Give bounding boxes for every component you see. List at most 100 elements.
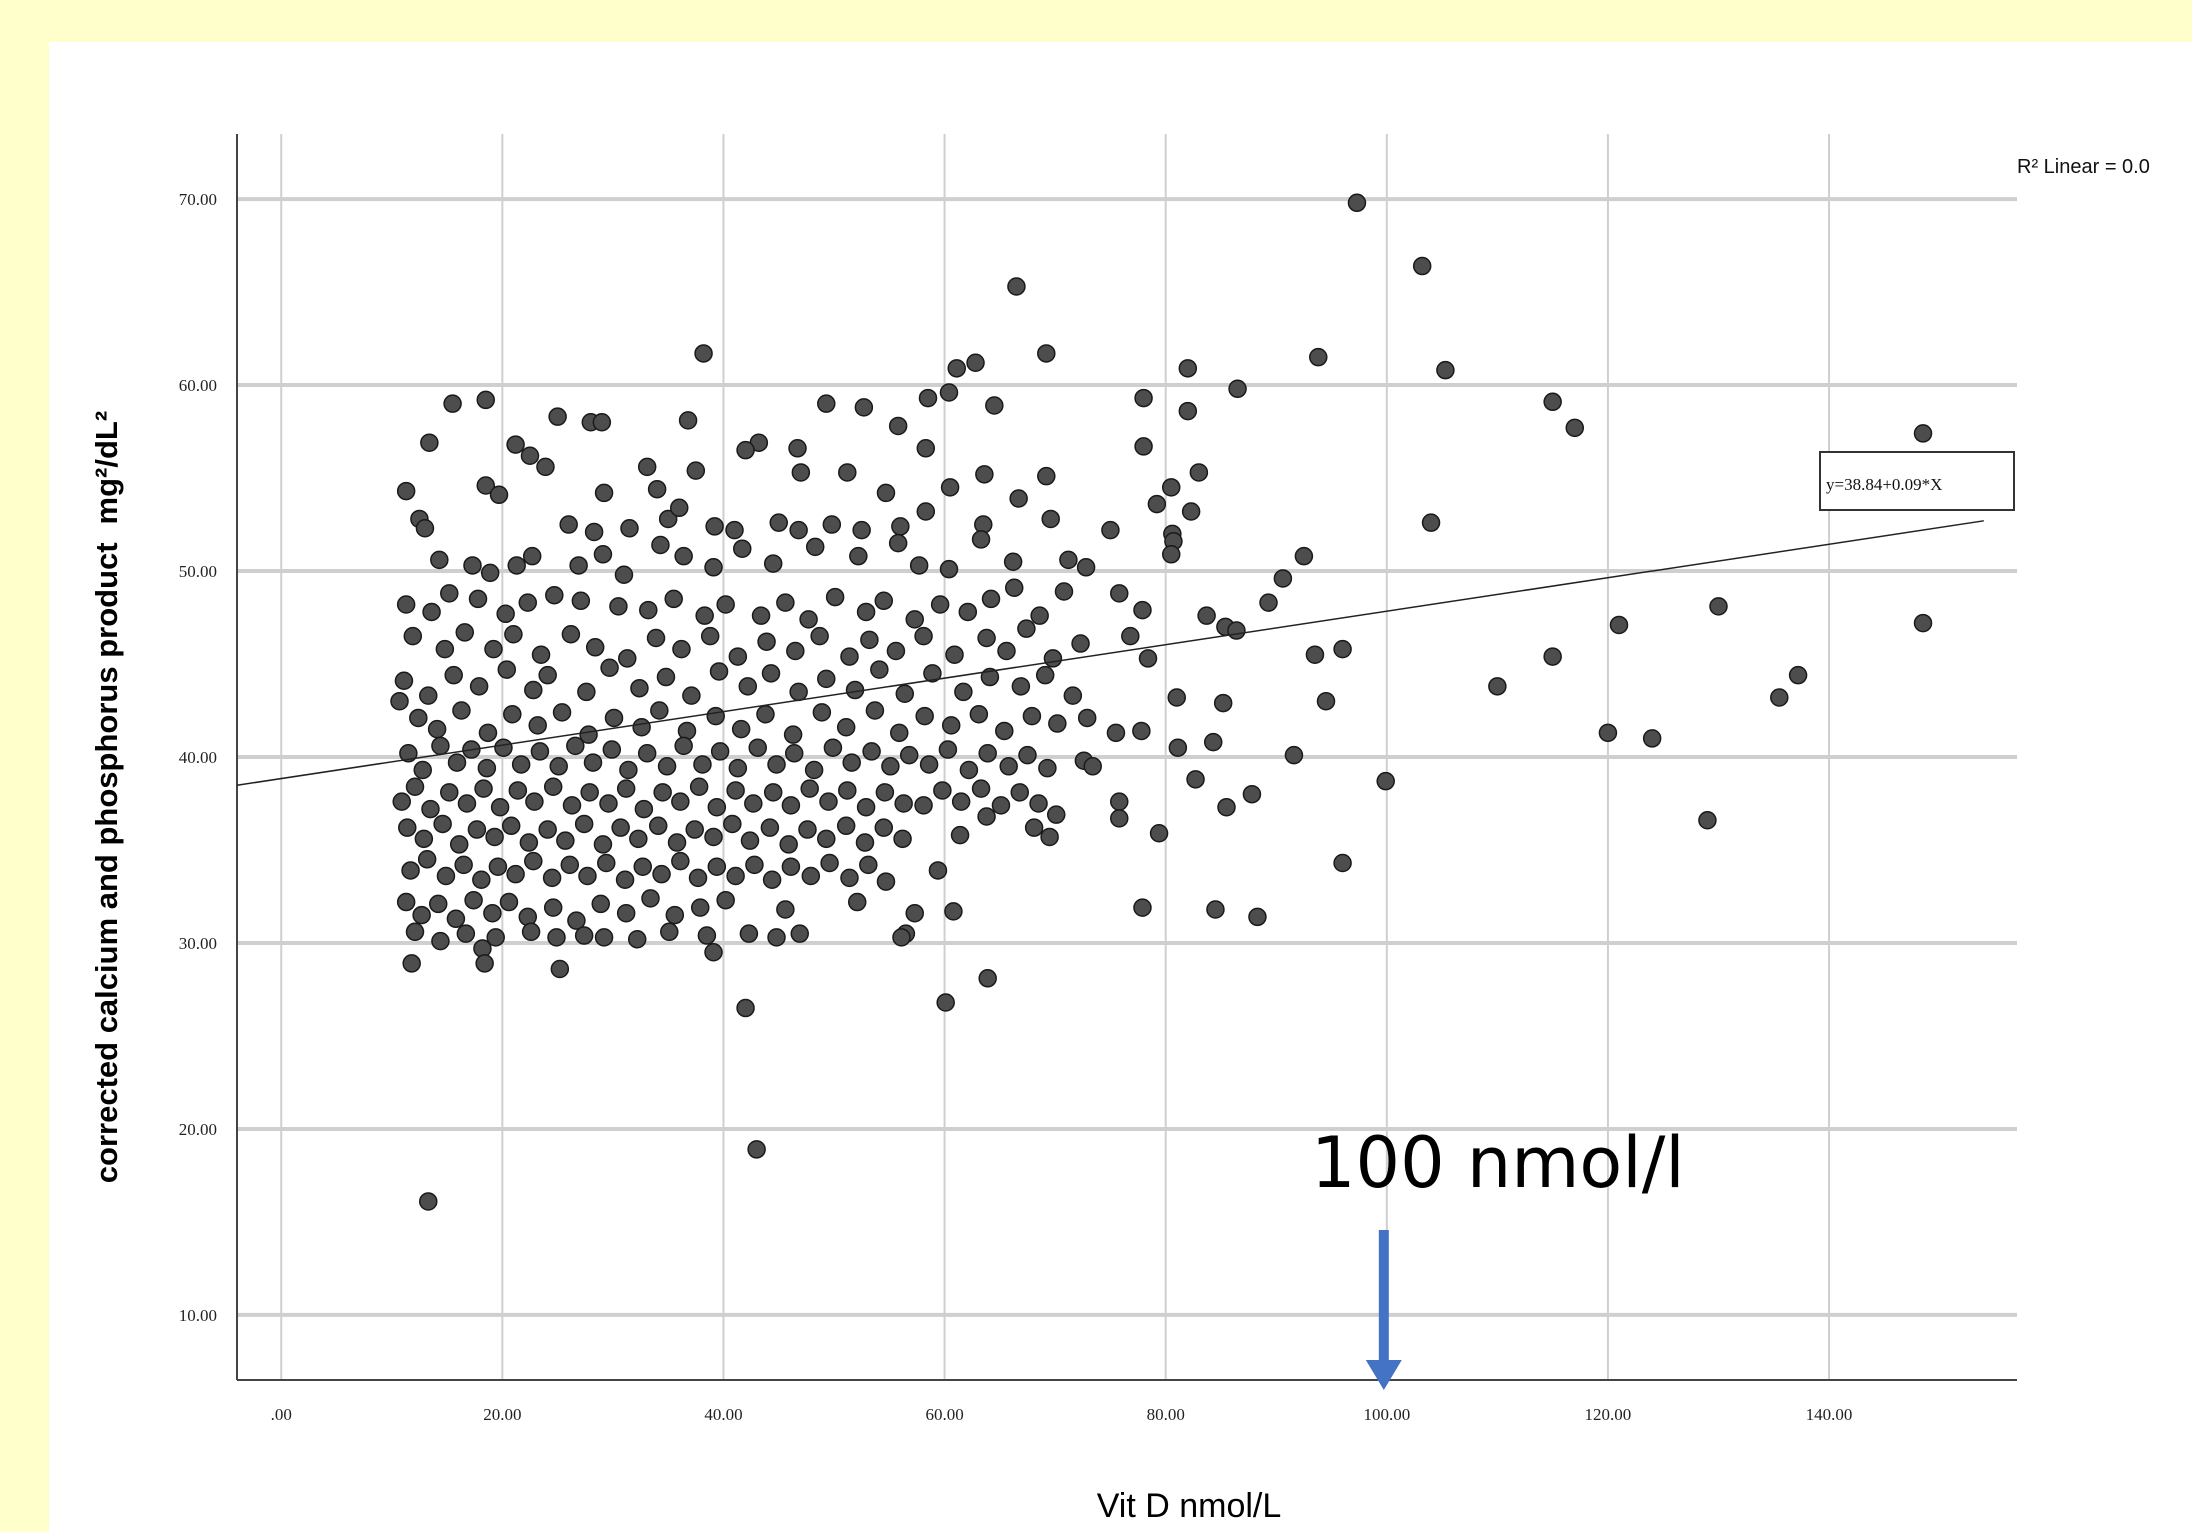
data-point	[474, 779, 493, 798]
data-point	[1004, 578, 1024, 598]
y-tick-label: 30.00	[179, 934, 217, 953]
data-point	[788, 439, 807, 458]
data-point	[419, 686, 438, 705]
data-point	[999, 757, 1018, 776]
data-point	[991, 796, 1011, 815]
x-axis-title: Vit D nmol/L	[1097, 1487, 1282, 1525]
data-point	[971, 530, 991, 549]
data-point	[630, 678, 649, 698]
data-point	[559, 515, 578, 534]
data-point	[733, 539, 752, 558]
data-point	[789, 520, 808, 540]
x-tick-labels: .00 20.00 40.00 60.00 80.00 100.00 120.00 140.0…	[271, 1405, 1853, 1424]
data-point	[1035, 665, 1055, 685]
data-point	[1333, 853, 1352, 873]
data-point	[1161, 478, 1181, 497]
y-tick-label: 20.00	[179, 1120, 217, 1139]
data-point	[886, 641, 906, 661]
data-point	[593, 545, 613, 564]
data-point	[950, 825, 970, 845]
data-point	[1788, 665, 1808, 685]
data-point	[632, 717, 651, 737]
data-point	[757, 632, 776, 651]
data-point	[650, 701, 669, 720]
data-point	[1040, 827, 1059, 847]
data-point	[856, 602, 876, 622]
data-point	[1161, 545, 1181, 564]
data-point	[412, 905, 431, 925]
data-point	[468, 589, 488, 609]
data-point	[836, 717, 856, 737]
data-point	[552, 703, 572, 722]
data-point	[1003, 552, 1023, 571]
data-point	[909, 556, 929, 575]
data-point	[415, 519, 435, 538]
data-point	[817, 669, 836, 689]
data-point	[506, 864, 525, 884]
data-point	[728, 758, 748, 778]
data-point	[905, 610, 924, 629]
data-point	[409, 708, 428, 728]
data-point	[571, 591, 591, 611]
data-point	[951, 792, 971, 811]
data-point	[1071, 634, 1090, 653]
data-point	[1197, 606, 1216, 625]
data-point	[1121, 626, 1140, 646]
data-point	[875, 783, 895, 802]
data-point	[798, 820, 817, 839]
x-tick-label: 80.00	[1147, 1405, 1185, 1424]
data-point	[405, 777, 425, 797]
data-point	[647, 479, 667, 499]
data-point	[923, 664, 942, 683]
data-point	[823, 738, 843, 757]
data-point	[705, 517, 724, 536]
data-point	[440, 783, 459, 802]
data-point	[639, 600, 658, 620]
data-point	[414, 829, 434, 849]
data-point	[740, 831, 760, 850]
data-point	[483, 903, 502, 923]
data-point	[480, 563, 500, 583]
data-point	[739, 924, 759, 943]
data-point	[421, 799, 440, 819]
data-point	[467, 820, 487, 839]
x-tick-label: 60.00	[925, 1405, 963, 1424]
data-point	[593, 835, 613, 854]
data-point	[1022, 706, 1042, 726]
data-point	[1147, 494, 1167, 514]
fit-line	[236, 520, 1984, 787]
data-point	[916, 439, 936, 458]
data-point	[599, 794, 618, 813]
data-point	[390, 691, 409, 711]
data-point	[840, 647, 859, 666]
data-point	[762, 870, 782, 889]
data-point	[928, 861, 948, 880]
data-point	[838, 463, 857, 482]
data-point	[1436, 360, 1455, 380]
data-point	[694, 344, 713, 363]
data-point	[585, 638, 605, 657]
data-point	[485, 827, 504, 847]
data-point	[665, 905, 685, 925]
data-point	[525, 792, 544, 811]
data-point	[521, 922, 541, 942]
data-point	[899, 745, 919, 765]
data-point	[760, 818, 780, 837]
data-point	[1543, 392, 1562, 412]
data-point	[716, 595, 735, 614]
data-point	[852, 520, 871, 540]
data-point	[653, 783, 672, 802]
data-point	[1259, 593, 1278, 612]
data-point	[547, 928, 566, 947]
y-tick-label: 70.00	[179, 190, 217, 209]
data-point	[944, 902, 963, 921]
data-point	[518, 907, 538, 927]
data-point	[776, 593, 795, 612]
data-point	[616, 779, 636, 798]
data-point	[1168, 738, 1188, 757]
r2-label: R² Linear = 0.0	[2017, 156, 2150, 178]
data-point	[789, 682, 808, 702]
data-point	[431, 736, 450, 756]
data-point	[971, 779, 991, 798]
data-point	[874, 818, 894, 837]
